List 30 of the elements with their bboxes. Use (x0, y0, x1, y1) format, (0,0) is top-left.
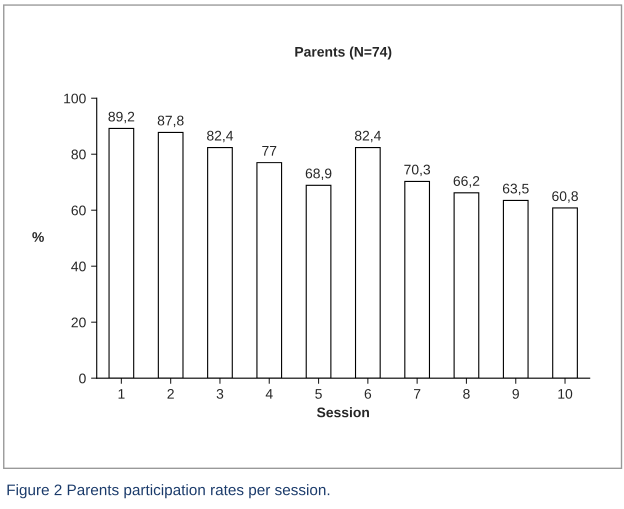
x-tick-label: 3 (216, 388, 224, 399)
x-tick-label: 6 (364, 388, 372, 399)
x-axis-title: Session (316, 407, 369, 418)
data-label: 82,4 (207, 130, 234, 142)
x-tick-label: 10 (558, 388, 572, 399)
data-label: 89,2 (108, 112, 134, 124)
data-label: 63,5 (502, 184, 529, 196)
y-tick-label: 80 (71, 150, 86, 160)
x-tick-label: 8 (463, 388, 470, 399)
data-label: 82,4 (354, 130, 381, 142)
y-tick-label: 20 (72, 318, 86, 328)
data-label: 70,3 (404, 164, 430, 176)
data-label: 77 (262, 146, 276, 156)
y-tick-label: 100 (64, 94, 86, 104)
chart-title: Parents (N=74) (295, 46, 392, 60)
x-tick-label: 7 (414, 389, 420, 399)
x-tick-label: 1 (118, 389, 125, 399)
data-label: 60,8 (552, 191, 578, 203)
y-tick-label: 40 (71, 262, 86, 272)
caption: Figure 2 Parents participation rates per session. (7, 484, 330, 498)
x-tick-label: 2 (168, 388, 174, 399)
x-tick-label: 5 (315, 389, 322, 399)
data-label: 68,9 (306, 168, 332, 180)
y-axis-title: % (32, 232, 44, 242)
y-tick-label: 60 (72, 206, 86, 216)
data-label: 66,2 (454, 176, 480, 188)
x-tick-label: 9 (512, 388, 519, 399)
data-label: 87,8 (158, 116, 184, 128)
y-tick-label: 0 (79, 374, 86, 384)
x-tick-label: 4 (266, 389, 273, 399)
